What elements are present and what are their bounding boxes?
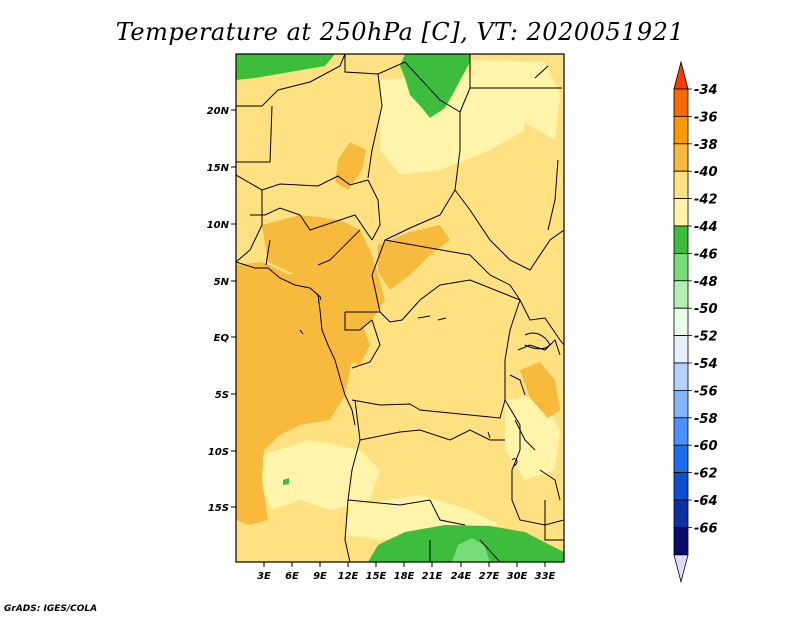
colorbar-swatch	[673, 444, 689, 474]
field-green-n	[400, 54, 470, 118]
colorbar-swatch	[673, 472, 689, 501]
field-dark-west	[236, 262, 352, 525]
lon-tick: 18E	[394, 562, 415, 582]
lat-label: 5N	[214, 277, 230, 288]
colorbar-label: -44	[694, 220, 718, 235]
lat-label: 15S	[208, 503, 229, 514]
field-green-small	[283, 478, 289, 485]
lat-label: 15N	[207, 163, 230, 174]
colorbar-label: -60	[694, 439, 718, 454]
lon-tick: 15E	[366, 562, 387, 582]
lat-label: EQ	[214, 333, 230, 344]
colorbar-label: -64	[694, 494, 718, 509]
lat-tick: 5N	[214, 277, 236, 288]
lon-label: 21E	[422, 571, 443, 582]
lon-tick: 3E	[257, 562, 271, 582]
lon-tick: 30E	[507, 562, 528, 582]
lon-axis: 3E 6E 9E 12E 15E 18E 21E 24E 27E 30E 33E	[257, 562, 556, 582]
colorbar-label: -66	[694, 521, 718, 536]
lon-label: 9E	[313, 571, 327, 582]
lon-label: 30E	[507, 571, 528, 582]
lat-label: 10N	[207, 220, 230, 231]
lat-label: 20N	[207, 106, 230, 117]
field-green-nw	[236, 54, 335, 80]
lon-tick: 12E	[338, 562, 359, 582]
field-lightgreen-south	[452, 538, 490, 562]
colorbar-swatch	[673, 280, 689, 309]
colorbar-label: -50	[694, 302, 718, 317]
colorbar-swatch	[673, 307, 689, 337]
lon-label: 3E	[257, 571, 271, 582]
footer-credit: GrADS: IGES/COLA	[4, 604, 98, 614]
colorbar-label: -62	[694, 467, 718, 482]
lat-tick: EQ	[214, 333, 236, 344]
lon-tick: 24E	[451, 562, 472, 582]
field-light-south	[262, 440, 380, 510]
field-light-ne	[470, 60, 560, 140]
colorbar-swatch	[673, 252, 689, 282]
colorbar-swatch	[673, 499, 689, 528]
lat-tick: 15N	[207, 163, 236, 174]
lon-tick: 6E	[285, 562, 299, 582]
colorbar-swatch	[673, 389, 689, 419]
lon-tick: 21E	[422, 562, 443, 582]
lat-tick: 20N	[207, 106, 236, 117]
lon-label: 27E	[479, 571, 500, 582]
lat-label: 5S	[215, 390, 229, 401]
colorbar-label: -56	[694, 384, 718, 399]
lon-label: 24E	[451, 571, 472, 582]
colorbar-label: -52	[694, 330, 718, 345]
colorbar-swatch	[673, 335, 689, 364]
colorbar-label: -36	[694, 110, 718, 125]
field-dark-cam	[378, 225, 450, 290]
colorbar-label: -58	[694, 412, 718, 427]
colorbar-swatch	[673, 88, 689, 117]
field-light-east	[505, 395, 560, 480]
colorbar-label: -34	[694, 83, 718, 98]
colorbar-label: -38	[694, 138, 718, 153]
colorbar-swatch	[673, 225, 689, 254]
lon-tick: 33E	[535, 562, 556, 582]
colorbar-swatch	[673, 362, 689, 391]
colorbar-swatch	[673, 198, 689, 227]
lat-tick: 5S	[215, 390, 236, 401]
lat-tick: 15S	[208, 503, 236, 514]
coastline	[236, 65, 559, 426]
map-plot-area	[236, 54, 564, 562]
lat-label: 10S	[208, 447, 229, 458]
colorbar-arrow-top	[673, 60, 689, 90]
lon-label: 18E	[394, 571, 415, 582]
colorbar-label: -54	[694, 357, 718, 372]
field-dark-east	[520, 362, 560, 418]
colorbar-label: -42	[694, 193, 718, 208]
lat-axis: 20N 15N 10N 5N EQ 5S 10S 15S	[207, 106, 236, 514]
lon-label: 6E	[285, 571, 299, 582]
lon-label: 33E	[535, 571, 556, 582]
lon-label: 15E	[366, 571, 387, 582]
lat-tick: 10N	[207, 220, 236, 231]
lon-tick: 9E	[313, 562, 327, 582]
field-dark-central	[262, 215, 385, 340]
colorbar-label: -40	[694, 165, 718, 180]
colorbar-arrow-bottom	[673, 554, 689, 584]
lat-tick: 10S	[208, 447, 236, 458]
field-dark-north	[335, 142, 366, 190]
colorbar-label: -46	[694, 247, 718, 262]
lon-tick: 27E	[479, 562, 500, 582]
field-light-south2	[345, 495, 500, 540]
colorbar-label: -48	[694, 275, 718, 290]
colorbar-swatch	[673, 527, 689, 556]
colorbar-swatch	[673, 143, 689, 172]
map-title: Temperature at 250hPa [C], VT: 202005192…	[115, 18, 685, 46]
colorbar: -34 -36 -38 -40 -42 -44 -46 -48 -50 -52 -54 -56 -58 -…	[673, 60, 718, 584]
colorbar-swatch	[673, 417, 689, 446]
field-dark-gabon	[335, 318, 370, 365]
map-frame	[235, 53, 565, 563]
colorbar-swatch	[673, 116, 689, 145]
lon-label: 12E	[338, 571, 359, 582]
colorbar-swatch	[673, 170, 689, 199]
country-borders	[236, 54, 564, 562]
lakes	[417, 315, 551, 467]
